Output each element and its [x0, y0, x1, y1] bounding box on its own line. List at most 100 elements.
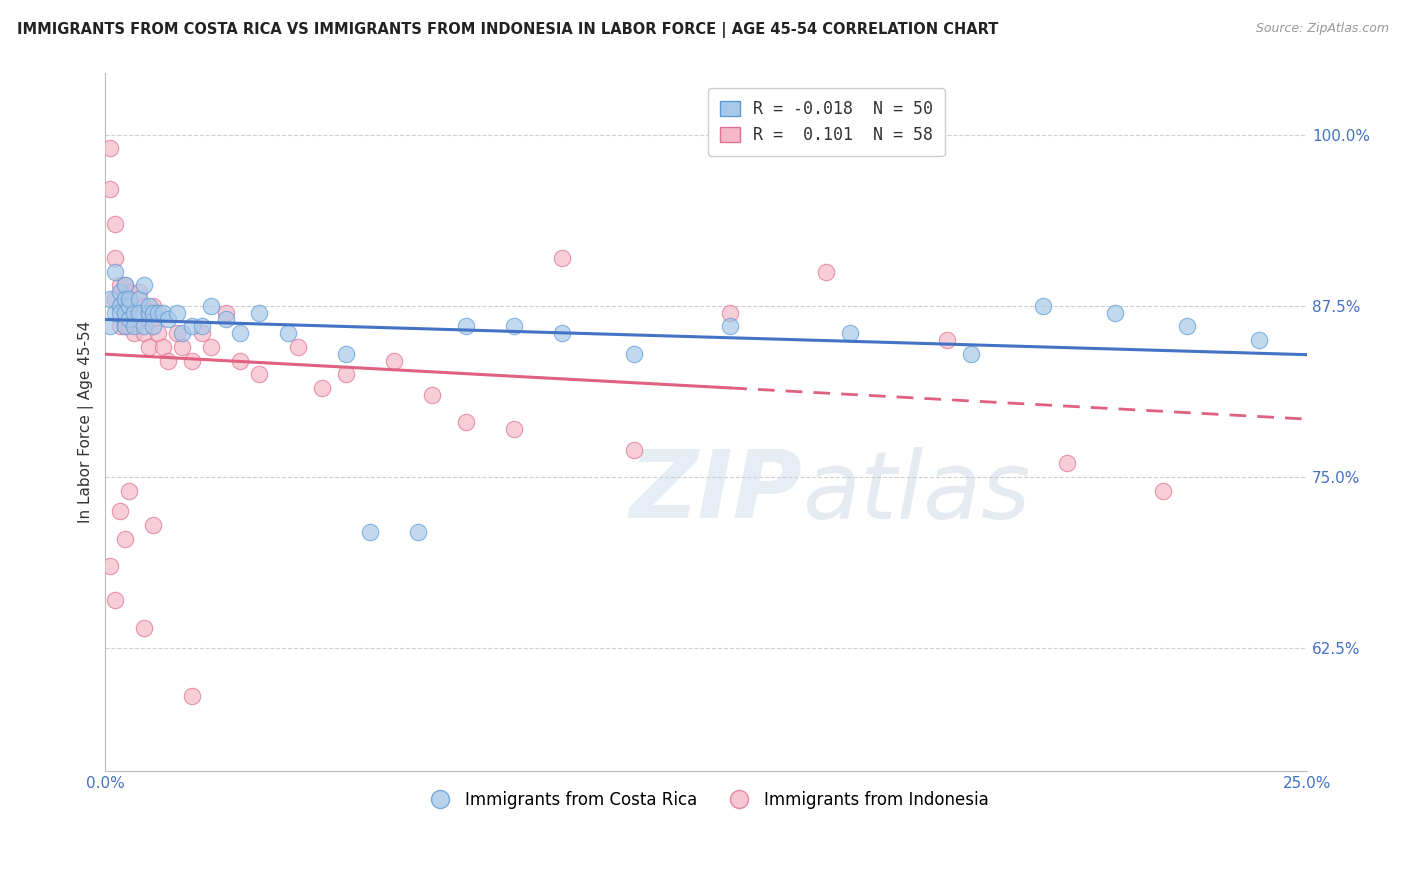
Point — [623, 442, 645, 457]
Point — [623, 347, 645, 361]
Point — [98, 292, 121, 306]
Point — [138, 340, 160, 354]
Point — [148, 326, 170, 341]
Point — [108, 299, 131, 313]
Point — [180, 353, 202, 368]
Point — [118, 312, 141, 326]
Point — [156, 312, 179, 326]
Point — [132, 621, 155, 635]
Point — [108, 319, 131, 334]
Point — [1032, 299, 1054, 313]
Point — [114, 319, 136, 334]
Point — [142, 319, 165, 334]
Point — [108, 278, 131, 293]
Point — [959, 347, 981, 361]
Point — [420, 388, 443, 402]
Point — [108, 299, 131, 313]
Y-axis label: In Labor Force | Age 45-54: In Labor Force | Age 45-54 — [79, 321, 94, 524]
Point — [180, 319, 202, 334]
Point — [718, 319, 741, 334]
Point — [118, 319, 141, 334]
Point — [839, 326, 862, 341]
Point — [118, 299, 141, 313]
Point — [142, 312, 165, 326]
Point — [128, 285, 150, 299]
Point — [114, 305, 136, 319]
Point — [247, 368, 270, 382]
Point — [190, 326, 212, 341]
Point — [172, 326, 194, 341]
Point — [98, 558, 121, 573]
Point — [142, 305, 165, 319]
Point — [551, 326, 574, 341]
Point — [935, 333, 957, 347]
Point — [229, 353, 252, 368]
Point — [815, 264, 838, 278]
Point — [118, 292, 141, 306]
Point — [148, 305, 170, 319]
Point — [114, 292, 136, 306]
Point — [166, 326, 188, 341]
Point — [156, 353, 179, 368]
Point — [108, 305, 131, 319]
Point — [104, 593, 127, 607]
Point — [1175, 319, 1198, 334]
Point — [114, 278, 136, 293]
Point — [406, 524, 429, 539]
Point — [108, 285, 131, 299]
Point — [104, 305, 127, 319]
Point — [287, 340, 309, 354]
Text: IMMIGRANTS FROM COSTA RICA VS IMMIGRANTS FROM INDONESIA IN LABOR FORCE | AGE 45-: IMMIGRANTS FROM COSTA RICA VS IMMIGRANTS… — [17, 22, 998, 38]
Point — [718, 305, 741, 319]
Point — [454, 415, 477, 429]
Point — [122, 299, 145, 313]
Point — [454, 319, 477, 334]
Point — [108, 504, 131, 518]
Text: atlas: atlas — [803, 447, 1031, 538]
Point — [503, 422, 526, 436]
Point — [311, 381, 333, 395]
Point — [277, 326, 299, 341]
Point — [382, 353, 405, 368]
Point — [98, 319, 121, 334]
Point — [132, 326, 155, 341]
Point — [142, 299, 165, 313]
Point — [335, 347, 357, 361]
Point — [132, 278, 155, 293]
Point — [247, 305, 270, 319]
Point — [122, 319, 145, 334]
Point — [132, 319, 155, 334]
Point — [104, 292, 127, 306]
Point — [104, 217, 127, 231]
Point — [229, 326, 252, 341]
Point — [200, 299, 222, 313]
Point — [1056, 456, 1078, 470]
Point — [128, 312, 150, 326]
Point — [503, 319, 526, 334]
Point — [1152, 483, 1174, 498]
Point — [1247, 333, 1270, 347]
Point — [98, 141, 121, 155]
Point — [98, 182, 121, 196]
Point — [200, 340, 222, 354]
Point — [114, 278, 136, 293]
Point — [118, 285, 141, 299]
Point — [104, 251, 127, 265]
Point — [152, 305, 174, 319]
Point — [551, 251, 574, 265]
Point — [335, 368, 357, 382]
Point — [142, 517, 165, 532]
Point — [122, 305, 145, 319]
Point — [214, 312, 236, 326]
Point — [128, 305, 150, 319]
Point — [359, 524, 381, 539]
Point — [214, 305, 236, 319]
Point — [138, 299, 160, 313]
Point — [114, 319, 136, 334]
Text: Source: ZipAtlas.com: Source: ZipAtlas.com — [1256, 22, 1389, 36]
Point — [138, 305, 160, 319]
Point — [114, 532, 136, 546]
Point — [152, 340, 174, 354]
Point — [180, 689, 202, 703]
Point — [190, 319, 212, 334]
